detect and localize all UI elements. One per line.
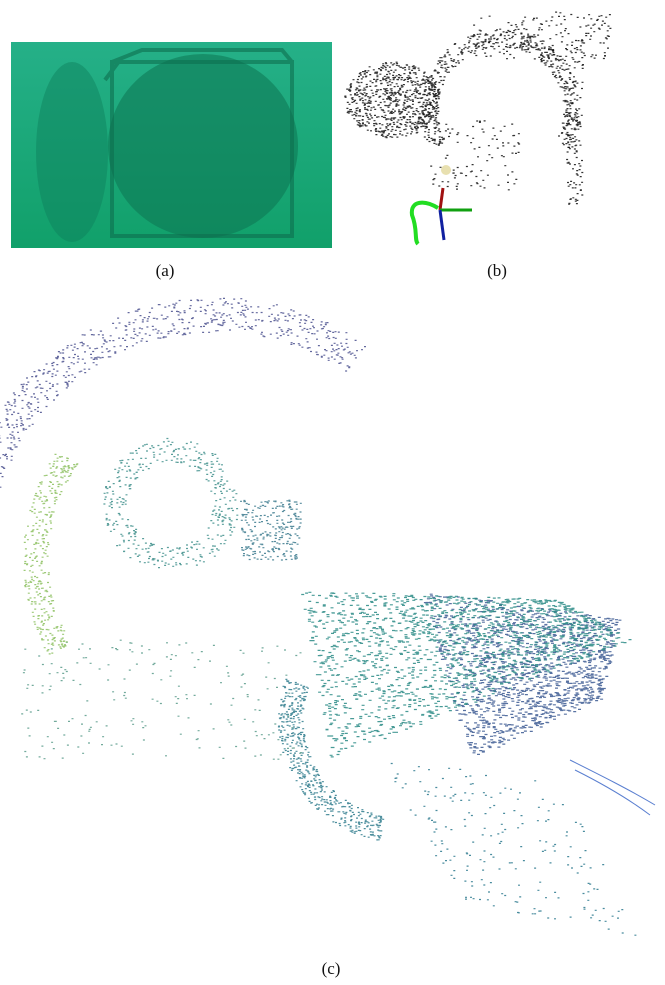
figure: (a) (b) (c) [0, 0, 665, 985]
point-cloud [21, 640, 302, 759]
point-cloud [430, 121, 520, 190]
main-disc [108, 54, 298, 238]
point-cloud [0, 298, 366, 497]
point-cloud [240, 500, 302, 560]
image-c [0, 298, 655, 935]
image-a [11, 42, 332, 248]
point-cloud [420, 29, 583, 147]
caption-b: (b) [487, 261, 507, 280]
point-cloud [24, 454, 79, 654]
trajectory-lines [570, 760, 655, 815]
left-disc [36, 62, 108, 242]
marker [441, 165, 451, 175]
caption-c: (c) [322, 959, 341, 978]
point-cloud [391, 764, 637, 936]
axis-z [440, 210, 444, 240]
page: (a) (b) (c) (() => { const data = JSON.p… [0, 0, 665, 985]
trajectory [412, 203, 438, 244]
caption-a: (a) [156, 261, 175, 280]
point-cloud [565, 41, 584, 205]
image-b [344, 12, 611, 244]
axis-x [440, 188, 443, 210]
point-cloud [103, 439, 238, 568]
